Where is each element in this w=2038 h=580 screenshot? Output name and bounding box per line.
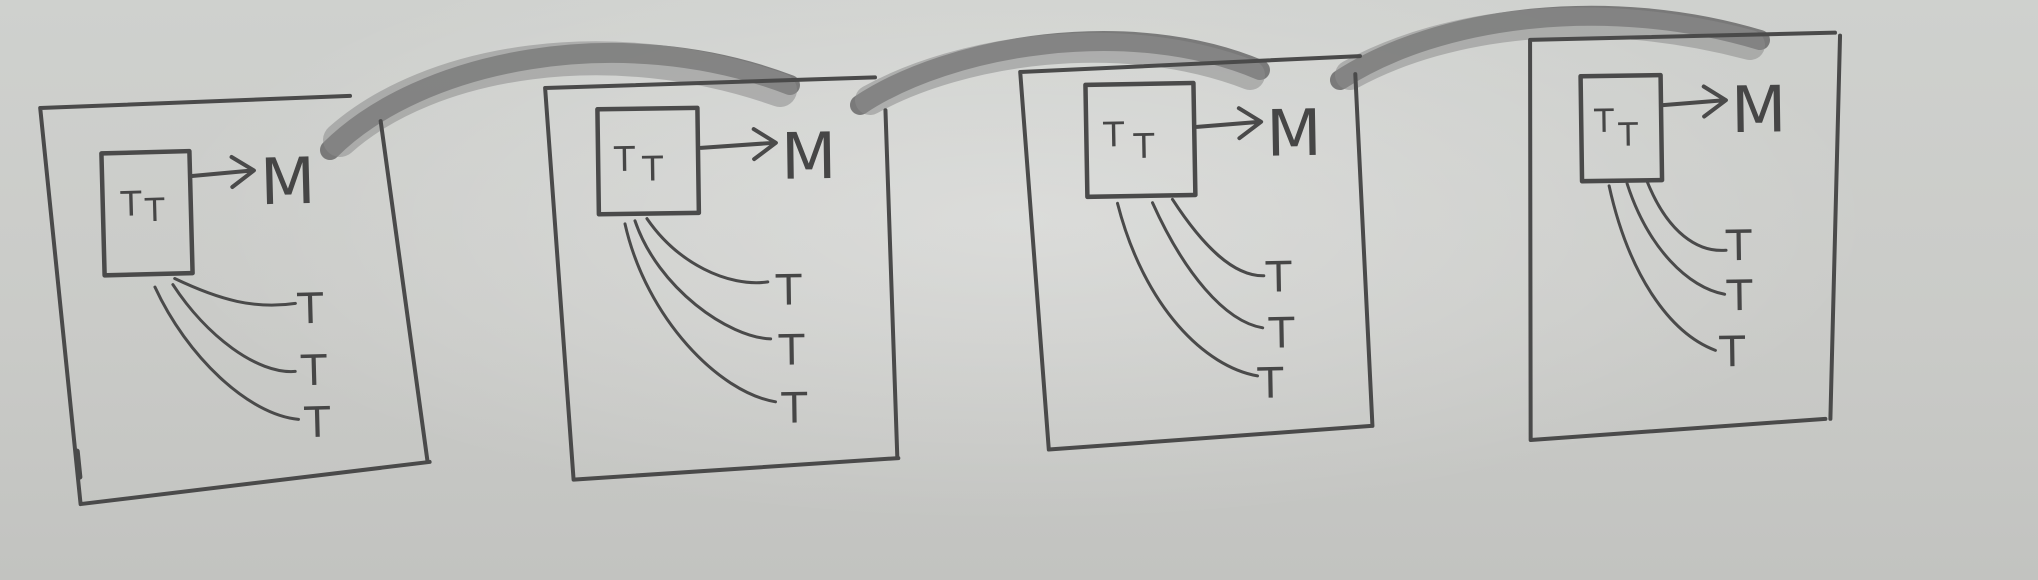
- pool-thread-glyph: T: [1617, 115, 1639, 153]
- thread-glyph: T: [1264, 252, 1292, 301]
- thread-glyph: T: [1718, 327, 1746, 376]
- panel-frame: [543, 75, 901, 482]
- thread-link: [1645, 179, 1728, 252]
- thread-glyph: T: [300, 346, 328, 396]
- manager-glyph: M: [781, 120, 837, 195]
- arrow-to-manager: [190, 155, 256, 189]
- thread-link: [173, 277, 297, 307]
- panel-2: T T M T T T: [543, 75, 901, 482]
- thread-link: [1151, 201, 1265, 330]
- pool-thread-glyph: T: [119, 184, 142, 225]
- manager-glyph: M: [1266, 97, 1323, 172]
- thread-glyph: T: [777, 325, 805, 374]
- manager-glyph: M: [1731, 73, 1787, 148]
- manager-glyph: M: [259, 145, 316, 220]
- thread-glyph: T: [780, 383, 808, 432]
- panel-frame: [38, 93, 432, 507]
- panel-frame-tick: [74, 448, 83, 480]
- thread-link: [1625, 182, 1727, 296]
- thread-link: [623, 222, 778, 404]
- thread-link: [171, 283, 297, 373]
- thread-link: [1116, 201, 1260, 378]
- thread-pool-box: [1083, 80, 1198, 200]
- pool-thread-glyph: T: [641, 149, 664, 189]
- panel-3: T T M T T T: [1018, 54, 1375, 452]
- thread-glyph: T: [775, 265, 803, 314]
- panel-4: T T M T T T: [1528, 30, 1843, 442]
- thread-link: [153, 285, 300, 421]
- thread-glyph: T: [296, 284, 324, 334]
- pool-thread-glyph: T: [1102, 115, 1125, 155]
- arrow-to-manager: [1195, 106, 1264, 141]
- thread-glyph: T: [1725, 271, 1753, 320]
- thread-pool-box: [595, 105, 702, 217]
- thread-link: [645, 217, 770, 285]
- panel-1: T T M T T T: [38, 93, 432, 507]
- thread-pool-box: [1578, 72, 1665, 184]
- thread-link: [1607, 184, 1717, 352]
- thread-link: [633, 219, 773, 341]
- thread-glyph: T: [1267, 308, 1295, 357]
- thread-link: [1170, 197, 1266, 278]
- arrow-to-manager: [698, 127, 778, 162]
- pool-thread-glyph: T: [613, 140, 636, 180]
- arrow-to-manager: [1660, 84, 1728, 119]
- panel-frame: [1018, 54, 1375, 452]
- smudged-arcs: [320, 5, 1770, 160]
- thread-pool-box: [99, 148, 195, 278]
- pool-thread-glyph: T: [1593, 102, 1615, 140]
- thread-glyph: T: [303, 398, 331, 448]
- panel-frame: [1528, 30, 1843, 442]
- pool-thread-glyph: T: [143, 191, 165, 230]
- thread-glyph: T: [1725, 221, 1753, 270]
- pool-thread-glyph: T: [1132, 127, 1155, 167]
- thread-glyph: T: [1256, 358, 1284, 407]
